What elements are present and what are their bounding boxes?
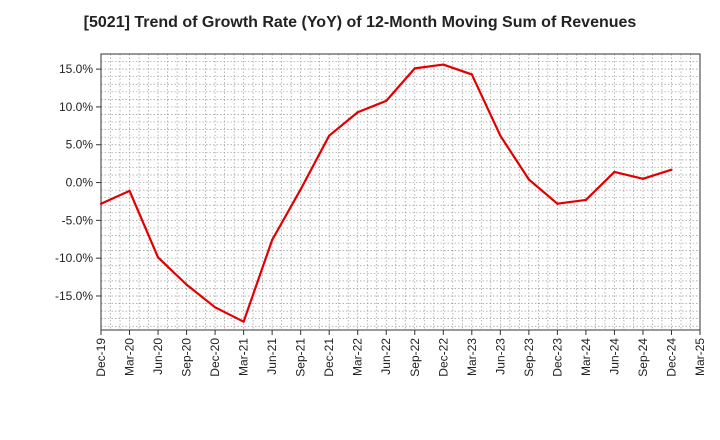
x-tick-label: Dec-20	[208, 338, 222, 377]
data-point	[156, 256, 160, 259]
y-tick-label: 0.0%	[66, 176, 94, 190]
y-tick-label: 10.0%	[59, 100, 93, 114]
x-tick-label: Dec-22	[436, 338, 450, 377]
data-point	[128, 189, 131, 192]
data-point	[470, 73, 473, 76]
data-point	[213, 306, 217, 309]
plot-area	[101, 54, 700, 330]
x-tick-label: Mar-20	[123, 338, 137, 376]
x-tick-label: Sep-20	[180, 338, 194, 377]
chart-title: [5021] Trend of Growth Rate (YoY) of 12-…	[83, 14, 637, 31]
data-point	[556, 202, 559, 205]
x-tick-label: Dec-24	[664, 338, 678, 377]
x-tick-label: Jun-22	[379, 338, 393, 375]
x-tick-label: Mar-22	[351, 338, 365, 376]
x-tick-label: Jun-24	[607, 338, 621, 375]
data-point	[299, 188, 302, 191]
x-tick-label: Sep-21	[294, 338, 308, 377]
y-tick-label: -15.0%	[55, 289, 93, 303]
data-point	[99, 202, 103, 205]
x-tick-label: Jun-21	[265, 338, 279, 375]
y-tick-label: -10.0%	[55, 251, 93, 265]
data-point	[185, 283, 188, 286]
y-tick-label: 15.0%	[59, 62, 93, 76]
data-point	[328, 134, 331, 137]
data-point	[385, 99, 388, 102]
x-tick-label: Sep-23	[522, 338, 536, 377]
data-point	[413, 67, 416, 70]
x-tick-label: Jun-20	[151, 338, 165, 375]
x-tick-label: Mar-25	[693, 338, 707, 376]
data-point	[499, 134, 502, 137]
x-tick-label: Sep-22	[408, 338, 422, 377]
data-point	[613, 170, 616, 174]
data-point	[584, 198, 588, 202]
plot-frame	[100, 53, 701, 331]
y-tick-label: -5.0%	[62, 213, 94, 227]
data-point	[641, 177, 645, 180]
data-point	[527, 178, 530, 181]
x-tick-label: Sep-24	[636, 338, 650, 377]
y-tick-label: 5.0%	[66, 138, 94, 152]
x-tick-label: Mar-23	[465, 338, 479, 376]
data-point	[271, 238, 274, 242]
x-tick-label: Dec-23	[550, 338, 564, 377]
x-tick-label: Mar-24	[579, 338, 593, 376]
x-tick-label: Dec-21	[322, 338, 336, 377]
data-point	[356, 111, 359, 114]
x-tick-label: Jun-23	[493, 338, 507, 375]
data-point	[242, 320, 245, 323]
x-tick-label: Mar-21	[237, 338, 251, 376]
x-tick-label: Dec-19	[94, 338, 108, 377]
data-point	[670, 168, 673, 171]
data-point	[442, 63, 445, 66]
